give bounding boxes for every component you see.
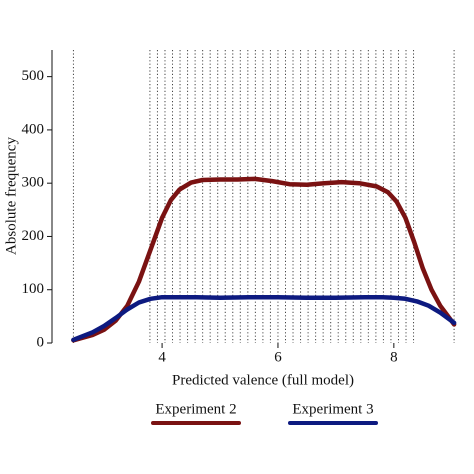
x-axis-label: Predicted valence (full model)	[172, 372, 354, 388]
y-tick-label: 100	[22, 281, 45, 297]
series-line	[71, 176, 457, 343]
y-tick-label: 300	[22, 175, 45, 191]
x-tick-label: 4	[158, 349, 166, 365]
series-line	[71, 294, 457, 343]
y-tick-label: 400	[22, 121, 45, 137]
y-tick-label: 200	[22, 228, 45, 244]
x-tick-label: 8	[390, 349, 398, 365]
y-axis-label: Absolute frequency	[3, 137, 19, 255]
y-tick-label: 500	[22, 68, 45, 84]
x-tick-label: 6	[274, 349, 282, 365]
legend-label: Experiment 3	[292, 401, 373, 417]
y-tick-label: 0	[37, 334, 45, 350]
legend-label: Experiment 2	[155, 401, 236, 417]
